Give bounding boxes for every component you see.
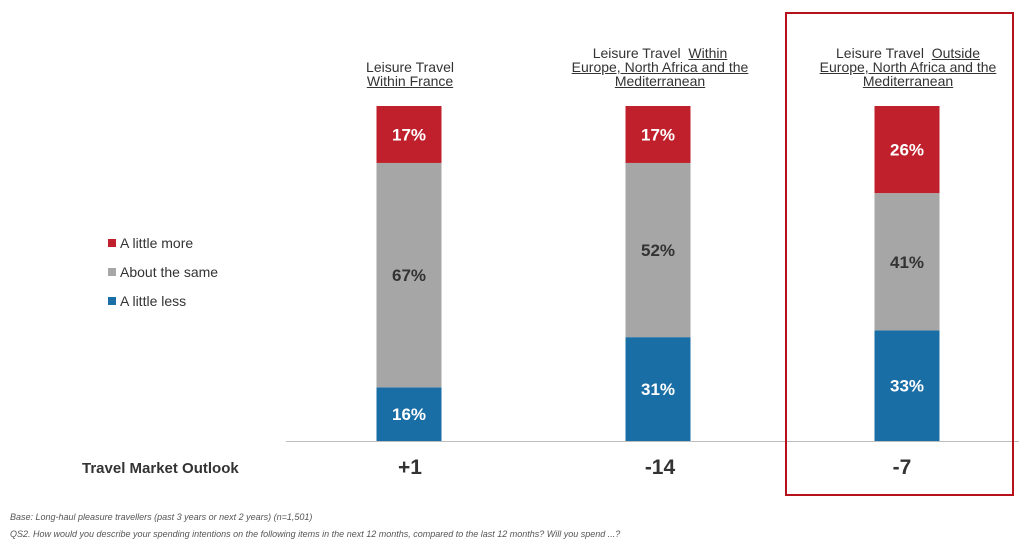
category-header-1: Leisure Travel Within France	[330, 60, 490, 88]
category-header-1-name: Within France	[366, 73, 454, 89]
legend-label-more: A little more	[120, 234, 194, 251]
bar-segment-about-the-same-1	[376, 162, 442, 388]
legend-swatch-more	[108, 238, 116, 247]
legend-item-more: A little more	[108, 228, 218, 257]
bar-segment-a-little-less-3	[874, 330, 940, 441]
outlook-value-1: +1	[398, 456, 422, 479]
legend-label-less: A little less	[120, 292, 187, 309]
data-label-about-the-same-2: 52%	[641, 241, 675, 260]
highlight-box	[785, 12, 1014, 496]
bar-segment-a-little-more-1	[376, 106, 442, 163]
footnote-base: Base: Long-haul pleasure travellers (pas…	[10, 512, 313, 522]
legend-swatch-less	[108, 296, 116, 305]
bar-segment-about-the-same-3	[874, 193, 940, 331]
data-label-a-little-more-3: 26%	[890, 141, 924, 160]
bar-segment-a-little-more-3	[874, 106, 940, 194]
bar-segment-a-little-more-2	[625, 106, 691, 163]
category-header-2-name: Within Europe, North Africa and the Medi…	[571, 45, 749, 89]
category-header-3-name: Outside Europe, North Africa and the Med…	[819, 45, 997, 89]
category-header-3: Leisure Travel Outside Europe, North Afr…	[818, 46, 998, 88]
category-header-1-prefix: Leisure Travel	[366, 59, 454, 75]
legend: A little more About the same A little le…	[108, 228, 218, 315]
legend-label-same: About the same	[120, 263, 219, 280]
data-label-a-little-less-3: 33%	[890, 377, 924, 396]
category-header-2: Leisure Travel Within Europe, North Afri…	[570, 46, 750, 88]
outlook-label: Travel Market Outlook	[82, 460, 239, 477]
bar-segment-a-little-less-1	[376, 387, 442, 441]
category-header-2-prefix: Leisure Travel	[592, 45, 681, 61]
outlook-value-2: -14	[644, 456, 676, 479]
legend-item-less: A little less	[108, 286, 218, 315]
legend-item-same: About the same	[108, 257, 218, 286]
legend-swatch-same	[108, 267, 116, 276]
data-label-a-little-more-1: 17%	[392, 125, 426, 144]
data-label-about-the-same-3: 41%	[890, 253, 924, 272]
outlook-value-3: -7	[892, 456, 912, 479]
data-label-about-the-same-1: 67%	[392, 266, 426, 285]
data-label-a-little-less-1: 16%	[392, 405, 426, 424]
bar-segment-about-the-same-2	[625, 162, 691, 338]
category-header-3-prefix: Leisure Travel	[836, 45, 924, 61]
bar-segment-a-little-less-2	[625, 337, 691, 441]
data-label-a-little-more-2: 17%	[641, 125, 675, 144]
footnote-question: QS2. How would you describe your spendin…	[10, 529, 621, 539]
data-label-a-little-less-2: 31%	[641, 380, 675, 399]
